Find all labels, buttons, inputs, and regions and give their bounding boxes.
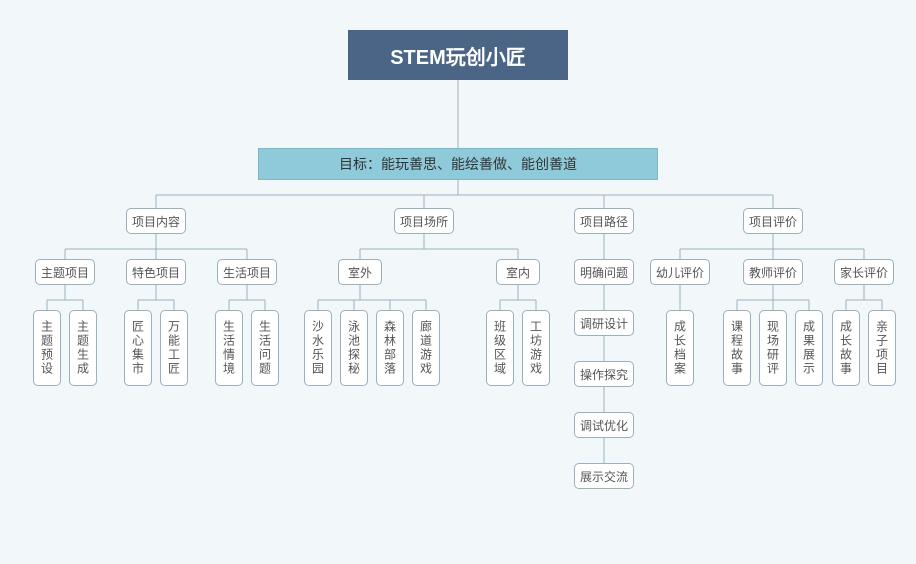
leaf-corridor-game: 廊道游戏 [412,310,440,386]
leaf-growth-story: 成长故事 [832,310,860,386]
leaf-all-craft: 万能工匠 [160,310,188,386]
leaf-result-show-label: 成果展示 [801,320,818,376]
leaf-workshop-game-label: 工坊游戏 [528,320,545,376]
l3-life: 生活项目 [217,259,277,285]
leaf-course-story-label: 课程故事 [729,320,746,376]
l3-outdoor: 室外 [338,259,382,285]
l2-eval-label: 项目评价 [749,213,797,230]
l3-theme: 主题项目 [35,259,95,285]
l3-feature: 特色项目 [126,259,186,285]
l3-feature-label: 特色项目 [132,264,180,281]
l3-kid-label: 幼儿评价 [656,264,704,281]
leaf-pool-explore-label: 泳池探秘 [346,320,363,376]
chain-operate-label: 操作探究 [580,366,628,383]
goal-label: 目标：能玩善思、能绘善做、能创善道 [339,154,577,174]
leaf-craftsman-label: 匠心集市 [130,320,147,376]
l2-path-label: 项目路径 [580,213,628,230]
l3-outdoor-label: 室外 [348,264,372,281]
l2-place: 项目场所 [394,208,454,234]
chain-present-label: 展示交流 [580,468,628,485]
l3-kid: 幼儿评价 [650,259,710,285]
l3-clarify-label: 明确问题 [580,264,628,281]
chain-debug-label: 调试优化 [580,417,628,434]
goal-node: 目标：能玩善思、能绘善做、能创善道 [258,148,658,180]
chain-present: 展示交流 [574,463,634,489]
chain-survey: 调研设计 [574,310,634,336]
leaf-growth-file-label: 成长档案 [672,320,689,376]
l3-indoor: 室内 [496,259,540,285]
l3-teacher: 教师评价 [743,259,803,285]
leaf-life-issue: 生活问题 [251,310,279,386]
chain-survey-label: 调研设计 [580,315,628,332]
l2-content: 项目内容 [126,208,186,234]
leaf-theme-preset-label: 主题预设 [39,320,56,376]
leaf-growth-story-label: 成长故事 [838,320,855,376]
l3-teacher-label: 教师评价 [749,264,797,281]
l3-clarify: 明确问题 [574,259,634,285]
leaf-onsite-review: 现场研评 [759,310,787,386]
l3-theme-label: 主题项目 [41,264,89,281]
leaf-forest-tribe-label: 森林部落 [382,320,399,376]
leaf-theme-gen-label: 主题生成 [75,320,92,376]
l3-parent-label: 家长评价 [840,264,888,281]
leaf-corridor-game-label: 廊道游戏 [418,320,435,376]
leaf-forest-tribe: 森林部落 [376,310,404,386]
leaf-growth-file: 成长档案 [666,310,694,386]
leaf-workshop-game: 工坊游戏 [522,310,550,386]
leaf-sand-water-label: 沙水乐园 [310,320,327,376]
leaf-onsite-review-label: 现场研评 [765,320,782,376]
leaf-theme-preset: 主题预设 [33,310,61,386]
l2-place-label: 项目场所 [400,213,448,230]
l3-indoor-label: 室内 [506,264,530,281]
leaf-class-area-label: 班级区域 [492,320,509,376]
leaf-parent-child: 亲子项目 [868,310,896,386]
leaf-life-issue-label: 生活问题 [257,320,274,376]
leaf-class-area: 班级区域 [486,310,514,386]
leaf-result-show: 成果展示 [795,310,823,386]
leaf-all-craft-label: 万能工匠 [166,320,183,376]
leaf-life-scene-label: 生活情境 [221,320,238,376]
l2-path: 项目路径 [574,208,634,234]
leaf-course-story: 课程故事 [723,310,751,386]
l3-life-label: 生活项目 [223,264,271,281]
chain-debug: 调试优化 [574,412,634,438]
chain-operate: 操作探究 [574,361,634,387]
l3-parent: 家长评价 [834,259,894,285]
l2-eval: 项目评价 [743,208,803,234]
root-label: STEM玩创小匠 [390,41,526,70]
leaf-theme-gen: 主题生成 [69,310,97,386]
leaf-sand-water: 沙水乐园 [304,310,332,386]
leaf-pool-explore: 泳池探秘 [340,310,368,386]
root-node: STEM玩创小匠 [348,30,568,80]
leaf-craftsman: 匠心集市 [124,310,152,386]
leaf-life-scene: 生活情境 [215,310,243,386]
leaf-parent-child-label: 亲子项目 [874,320,891,376]
l2-content-label: 项目内容 [132,213,180,230]
